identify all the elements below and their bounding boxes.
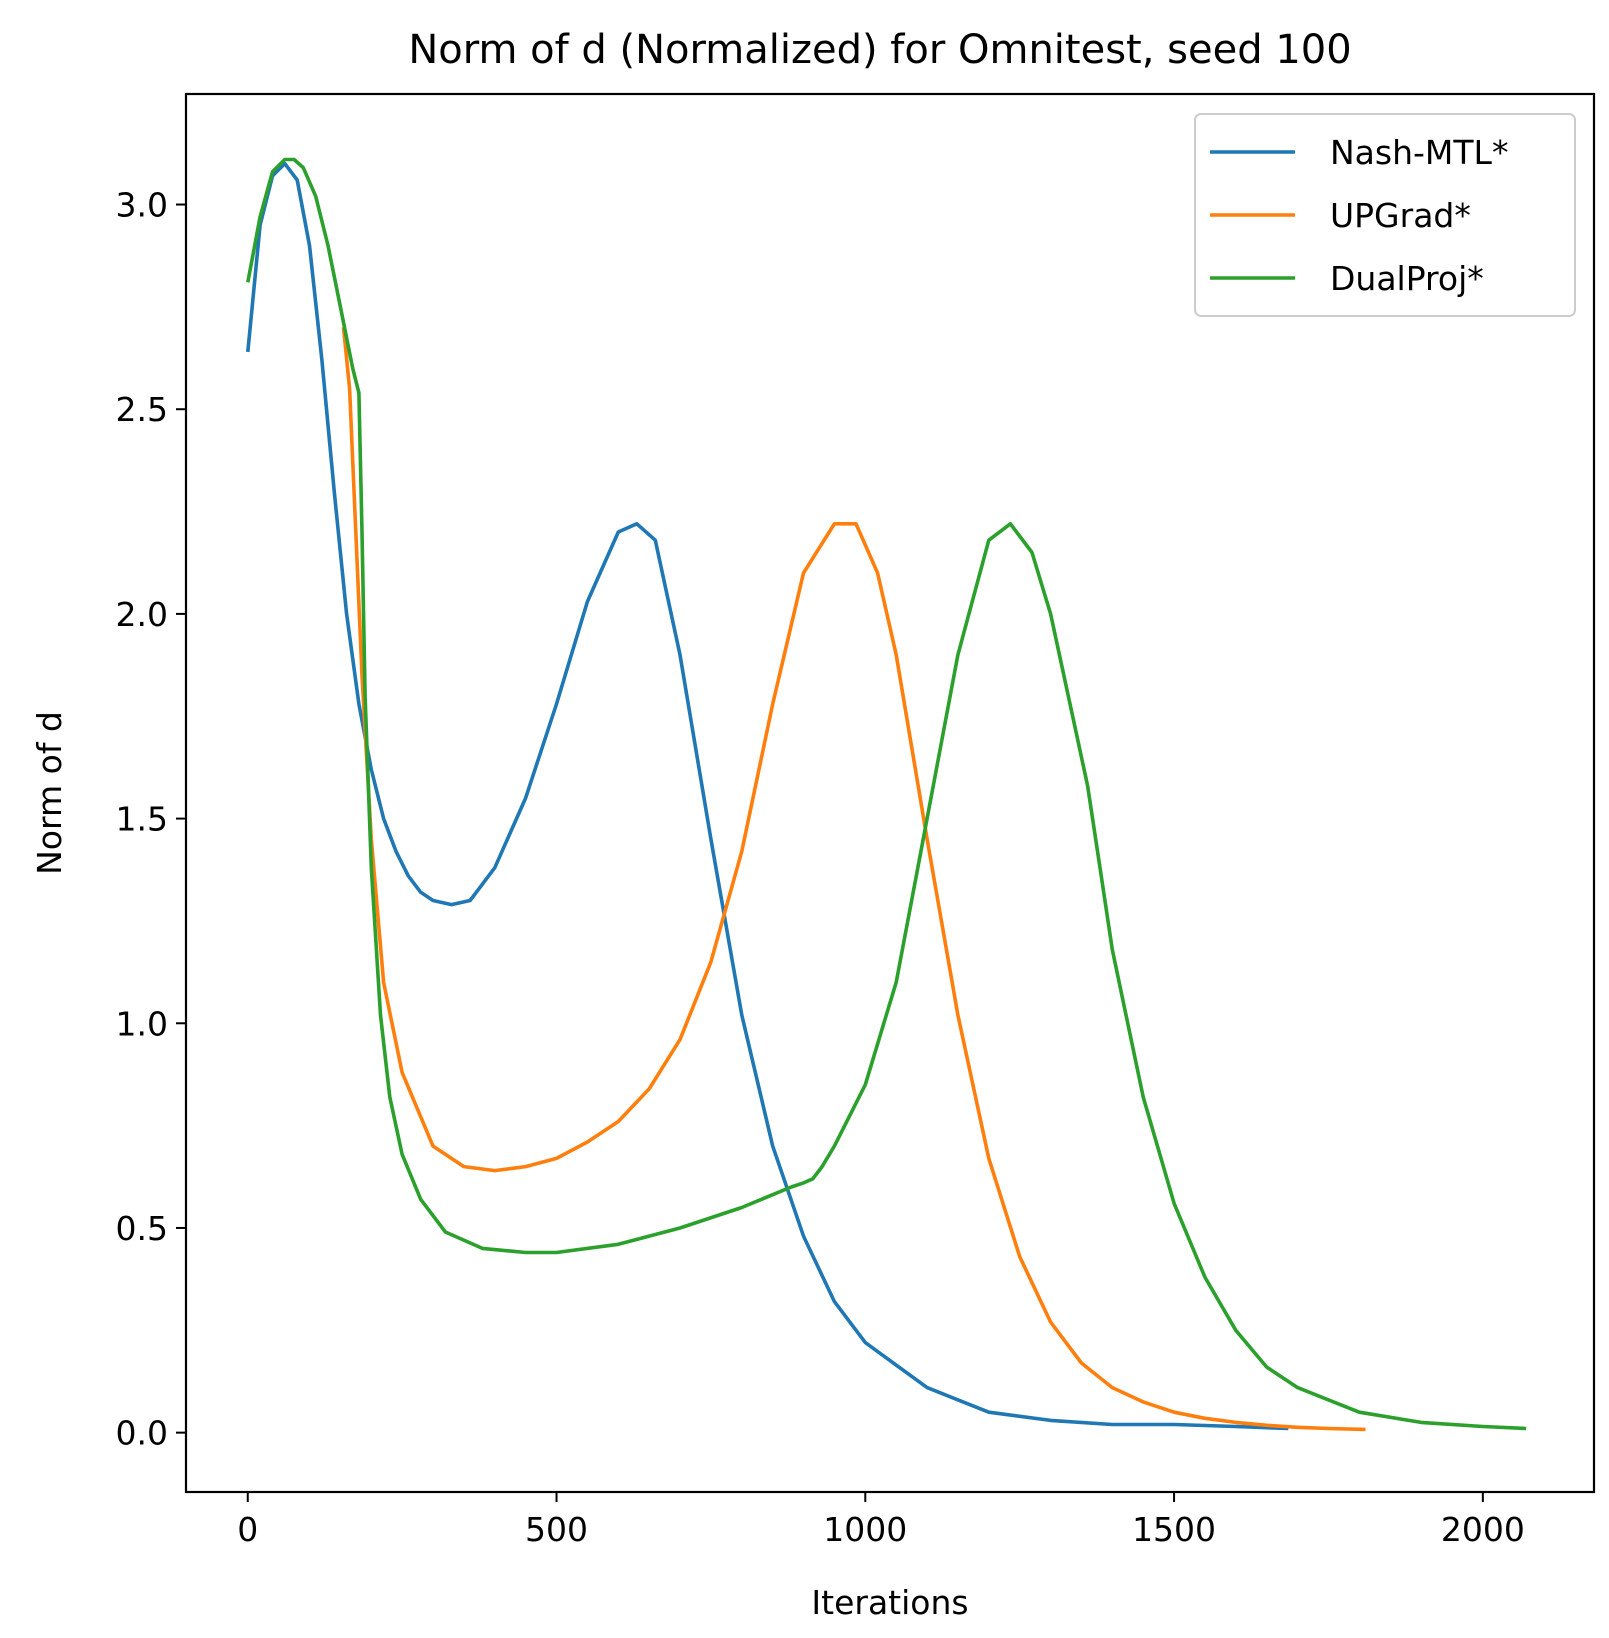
y-tick-label: 2.0 (116, 595, 168, 634)
x-tick-label: 500 (525, 1510, 588, 1549)
x-axis-label: Iterations (811, 1583, 968, 1622)
y-tick-label: 1.0 (116, 1004, 168, 1043)
y-tick-label: 0.5 (116, 1209, 168, 1248)
x-tick-label: 1000 (823, 1510, 907, 1549)
x-axis-ticks: 0 500 1000 1500 2000 (237, 1492, 1525, 1549)
y-tick-label: 2.5 (116, 390, 168, 429)
legend-label: UPGrad* (1330, 196, 1471, 235)
y-tick-label: 0.0 (116, 1414, 168, 1453)
y-axis-ticks: 0.0 0.5 1.0 1.5 2.0 2.5 3.0 (116, 186, 186, 1453)
series-line-1 (341, 327, 1366, 1432)
legend-label: Nash-MTL* (1330, 133, 1508, 172)
y-tick-label: 1.5 (116, 800, 168, 839)
legend: Nash-MTL* UPGrad* DualProj* (1194, 113, 1576, 317)
legend-label: DualProj* (1330, 259, 1484, 298)
plot-series (246, 157, 1527, 1432)
legend-box (1194, 113, 1576, 317)
x-tick-label: 1500 (1132, 1510, 1216, 1549)
y-axis-label: Norm of d (30, 711, 69, 875)
plot-frame (184, 92, 1596, 1494)
x-tick-label: 2000 (1441, 1510, 1525, 1549)
y-tick-label: 3.0 (116, 186, 168, 225)
chart-title: Norm of d (Normalized) for Omnitest, see… (408, 27, 1351, 73)
x-tick-label: 0 (237, 1510, 258, 1549)
series-line-2 (246, 157, 1527, 1431)
series-line-0 (246, 161, 1289, 1431)
